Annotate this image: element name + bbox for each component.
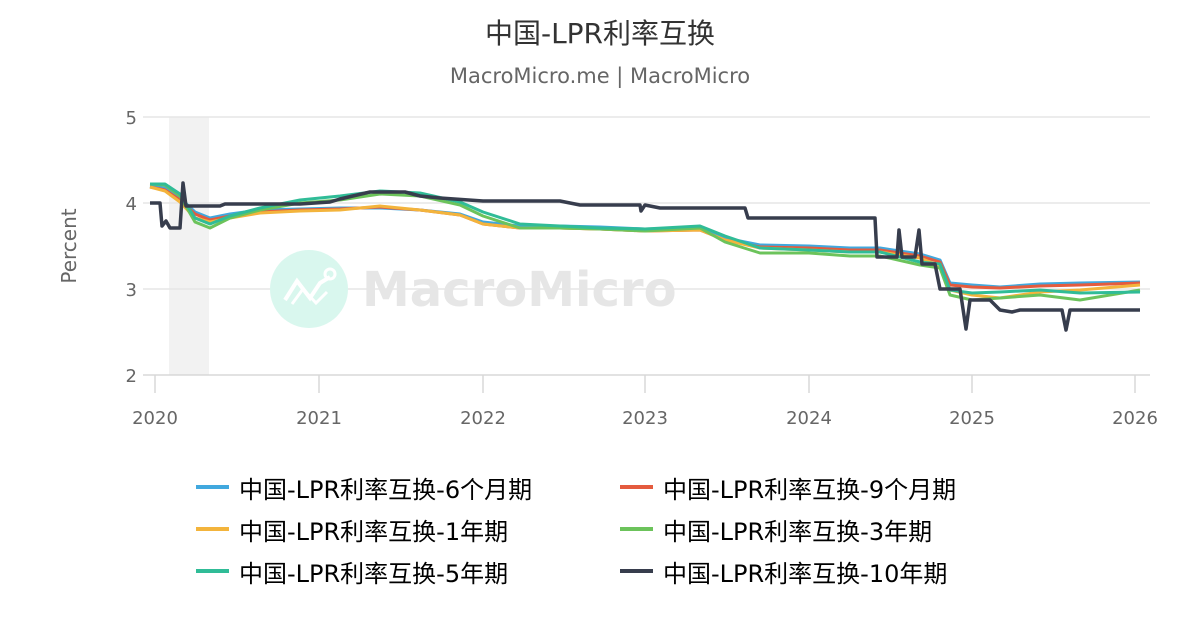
- legend-item-9m[interactable]: 中国-LPR利率互换-9个月期: [620, 466, 1020, 508]
- legend-label: 中国-LPR利率互换-6个月期: [239, 475, 533, 504]
- legend-label: 中国-LPR利率互换-9个月期: [663, 475, 957, 504]
- y-tick-labels: 5 4 3 2: [126, 108, 137, 387]
- svg-text:3: 3: [126, 280, 137, 301]
- svg-text:2026: 2026: [1112, 408, 1158, 429]
- svg-text:2021: 2021: [296, 408, 342, 429]
- legend-swatch-icon: [196, 527, 229, 531]
- legend-swatch-icon: [620, 527, 653, 531]
- y-axis-label: Percent: [57, 208, 81, 283]
- legend-label: 中国-LPR利率互换-3年期: [663, 517, 933, 546]
- svg-text:2: 2: [126, 366, 137, 387]
- legend-label: 中国-LPR利率互换-1年期: [239, 517, 509, 546]
- svg-text:4: 4: [126, 194, 137, 215]
- legend-label: 中国-LPR利率互换-5年期: [239, 559, 509, 588]
- legend-item-6m[interactable]: 中国-LPR利率互换-6个月期: [196, 466, 620, 508]
- legend-swatch-icon: [620, 569, 653, 573]
- x-tick-labels: 2020 2021 2022 2023 2024 2025 2026: [132, 408, 1158, 429]
- svg-text:2023: 2023: [622, 408, 668, 429]
- series-lines: [149, 181, 1141, 332]
- series-10y-line: [150, 181, 1140, 332]
- watermark: MacroMicro: [270, 250, 677, 328]
- svg-text:2024: 2024: [786, 408, 832, 429]
- legend-label: 中国-LPR利率互换-10年期: [663, 559, 948, 588]
- chart-legend: 中国-LPR利率互换-6个月期 中国-LPR利率互换-9个月期 中国-LPR利率…: [196, 466, 1036, 592]
- legend-item-1y[interactable]: 中国-LPR利率互换-1年期: [196, 508, 620, 550]
- legend-swatch-icon: [196, 485, 229, 489]
- watermark-text: MacroMicro: [362, 262, 677, 318]
- legend-swatch-icon: [620, 485, 653, 489]
- chart-subtitle: MacroMicro.me | MacroMicro: [449, 64, 751, 88]
- recession-shading: [169, 117, 209, 375]
- svg-text:2022: 2022: [460, 408, 506, 429]
- legend-item-10y[interactable]: 中国-LPR利率互换-10年期: [620, 550, 1020, 592]
- chart-title: 中国-LPR利率互换: [484, 17, 716, 50]
- macromicro-logo-icon: [270, 250, 348, 328]
- legend-item-3y[interactable]: 中国-LPR利率互换-3年期: [620, 508, 1020, 550]
- legend-item-5y[interactable]: 中国-LPR利率互换-5年期: [196, 550, 620, 592]
- svg-text:5: 5: [126, 108, 137, 129]
- svg-text:2025: 2025: [949, 408, 995, 429]
- legend-swatch-icon: [196, 569, 229, 573]
- x-axis-ticks: [154, 375, 1136, 393]
- svg-text:2020: 2020: [132, 408, 178, 429]
